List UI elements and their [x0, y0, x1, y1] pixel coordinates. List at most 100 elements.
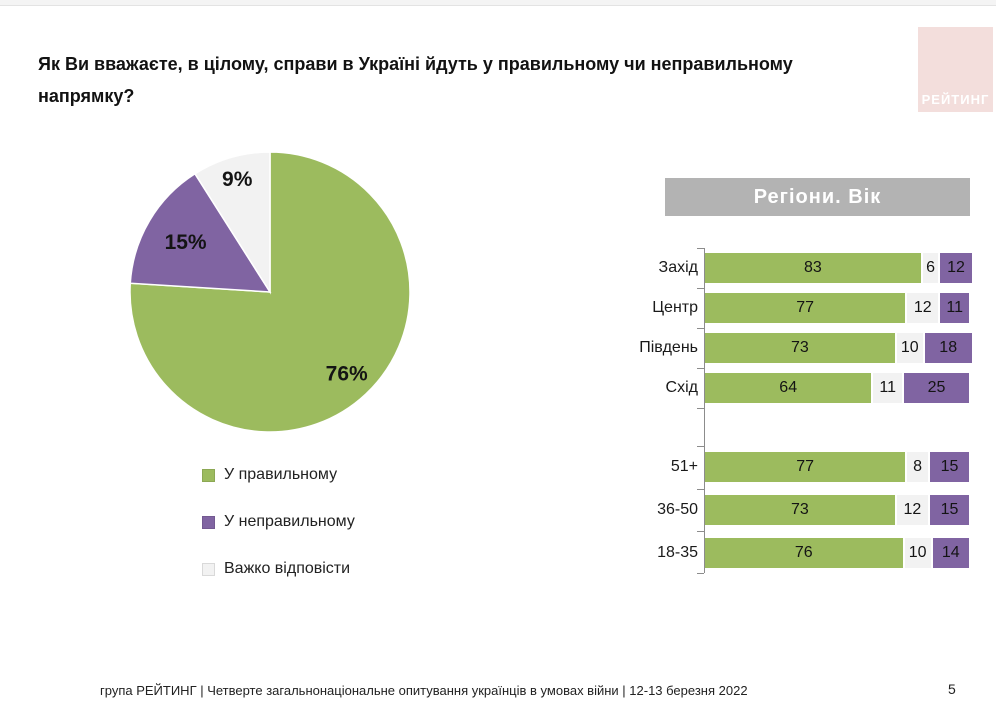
bar-group-age: 51+ 77 8 15 36-50 73 12 15 18-35 76 10 14 [610, 446, 990, 574]
bar-track: 77 8 15 [705, 452, 969, 483]
bar-track: 83 6 12 [705, 253, 972, 283]
bar-segment-value: 15 [940, 458, 959, 476]
legend-item-hard-to-say: Важко відповісти [202, 560, 355, 578]
bar-seg-wrong-direction: 12 [940, 253, 972, 283]
bar-seg-right-direction: 73 [705, 333, 895, 363]
bar-row-1-2: 18-35 76 10 14 [610, 531, 990, 574]
top-strip [0, 0, 996, 6]
bar-seg-wrong-direction: 15 [929, 495, 969, 526]
bar-row-0-0: Захід 83 6 12 [610, 248, 990, 288]
bar-segment-value: 77 [796, 299, 814, 316]
bar-segment-value: 10 [900, 339, 919, 356]
bar-segment-value: 12 [913, 299, 932, 316]
bar-segment-value: 15 [940, 501, 959, 519]
axis-tick-1 [697, 288, 704, 289]
bar-seg-right-direction: 73 [705, 495, 895, 526]
axis-tick-7 [697, 531, 704, 533]
axis-tick-6 [697, 488, 704, 490]
legend-item-right-direction: У правильному [202, 466, 355, 484]
bar-seg-hard-to-say: 12 [896, 495, 928, 526]
bar-segment-value: 73 [791, 339, 809, 356]
bar-seg-wrong-direction: 11 [940, 293, 969, 323]
axis-tick-0 [697, 248, 704, 249]
section-header-text: Регіони. Вік [753, 185, 882, 208]
bar-segment-value: 83 [804, 259, 822, 276]
bar-row-0-1: Центр 77 12 11 [610, 288, 990, 328]
bar-segment-value: 11 [946, 299, 963, 316]
page-number: 5 [948, 681, 956, 697]
bar-chart-axis [704, 248, 705, 573]
section-header-regions-age: Регіони. Вік [665, 178, 970, 216]
bar-segment-value: 12 [903, 501, 922, 519]
bar-seg-hard-to-say: 12 [907, 293, 939, 323]
pie-slice-0 [129, 151, 411, 433]
axis-tick-5 [697, 446, 704, 447]
bar-row-0-3: Схід 64 11 25 [610, 368, 990, 408]
bar-category-label: 18-35 [657, 543, 698, 561]
bar-category-label: Центр [652, 299, 698, 316]
bar-seg-hard-to-say: 6 [922, 253, 939, 283]
bar-group-regions: Захід 83 6 12 Центр 77 12 11 Південь 73 10 18 Схід 64… [610, 248, 990, 408]
bar-seg-right-direction: 76 [705, 537, 903, 568]
bar-category-label: 36-50 [657, 501, 698, 519]
bar-segment-value: 8 [913, 458, 923, 476]
bar-category-label: Захід [658, 259, 698, 276]
bar-track: 73 12 15 [705, 495, 969, 526]
bar-segment-value: 73 [791, 501, 809, 519]
axis-tick-3 [697, 368, 704, 369]
bar-seg-wrong-direction: 18 [924, 333, 972, 363]
axis-tick-8 [697, 573, 704, 574]
legend-swatch-purple [202, 515, 215, 529]
bar-seg-right-direction: 83 [705, 253, 921, 283]
bar-track: 76 10 14 [705, 537, 969, 568]
bar-seg-hard-to-say: 10 [896, 333, 923, 363]
page-title: Як Ви вважаєте, в цілому, справи в Украї… [38, 54, 793, 106]
pie-value-label-1: 15% [165, 231, 207, 254]
bar-seg-wrong-direction: 25 [903, 373, 969, 403]
bar-seg-hard-to-say: 10 [904, 537, 931, 568]
bar-seg-wrong-direction: 15 [929, 452, 969, 483]
bar-segment-value: 11 [879, 379, 896, 396]
bar-segment-value: 18 [939, 339, 958, 356]
bar-category-label: Схід [665, 379, 698, 396]
bar-track: 73 10 18 [705, 333, 972, 363]
pie-slice-1 [129, 172, 272, 293]
legend-swatch-gray [202, 562, 215, 576]
pie-chart-svg: 76% 15% 9% [129, 151, 411, 433]
bar-segment-value: 14 [941, 543, 960, 561]
legend-swatch-green [202, 468, 215, 482]
bar-seg-right-direction: 77 [705, 452, 906, 483]
pie-value-label-2: 9% [222, 168, 253, 191]
rating-group-logo: РЕЙТИНГ [918, 27, 993, 112]
footer-source: група РЕЙТИНГ | Четверте загальнонаціона… [100, 683, 748, 698]
bar-track: 77 12 11 [705, 293, 969, 323]
legend-label: У неправильному [224, 513, 355, 530]
axis-tick-4 [697, 408, 704, 409]
bar-seg-hard-to-say: 11 [873, 373, 902, 403]
bar-category-label: 51+ [670, 458, 698, 476]
axis-tick-2 [697, 328, 704, 329]
bar-segment-value: 76 [794, 543, 813, 561]
pie-chart: 76% 15% 9% [120, 142, 420, 442]
bar-segment-value: 12 [947, 259, 965, 276]
bar-category-label: Південь [639, 339, 698, 356]
pie-slice-2 [193, 151, 271, 295]
pie-value-label-0: 76% [326, 363, 368, 386]
bar-row-1-1: 36-50 73 12 15 [610, 489, 990, 532]
bar-seg-right-direction: 77 [705, 293, 906, 323]
bar-segment-value: 77 [796, 458, 814, 476]
pie-legend: У правильному У неправильному Важко відп… [202, 466, 355, 578]
bar-segment-value: 6 [926, 259, 936, 276]
bar-row-0-2: Південь 73 10 18 [610, 328, 990, 368]
legend-label: Важко відповісти [224, 560, 351, 577]
bar-seg-right-direction: 64 [705, 373, 872, 403]
legend-label: У правильному [224, 466, 338, 483]
legend-item-wrong-direction: У неправильному [202, 513, 355, 531]
bar-seg-wrong-direction: 14 [932, 537, 969, 568]
bar-track: 64 11 25 [705, 373, 969, 403]
logo-text: РЕЙТИНГ [921, 92, 990, 107]
bar-seg-hard-to-say: 8 [907, 452, 928, 483]
bar-segment-value: 64 [779, 379, 798, 396]
bar-row-1-0: 51+ 77 8 15 [610, 446, 990, 489]
